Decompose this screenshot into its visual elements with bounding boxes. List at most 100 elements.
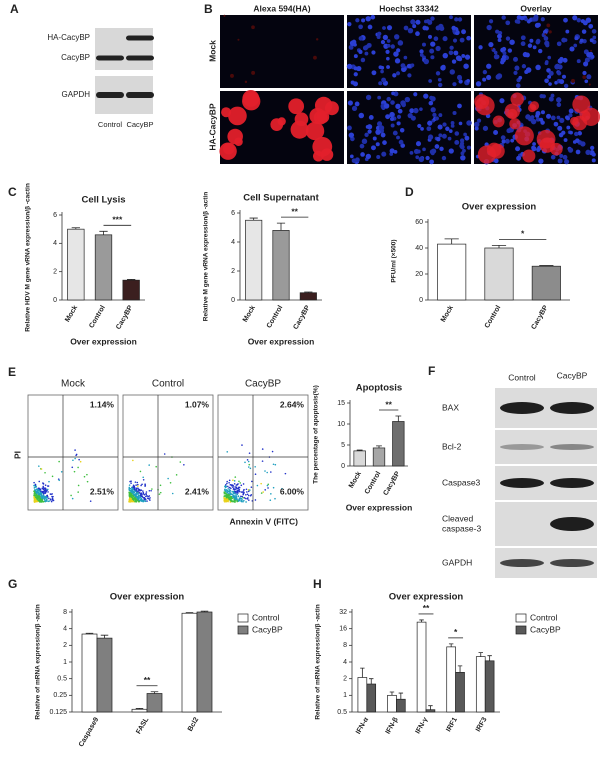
flow-event <box>142 490 144 492</box>
flow-event <box>39 498 42 501</box>
flow-event <box>247 494 250 497</box>
panel-label: G <box>8 577 17 591</box>
error-bar <box>389 691 395 696</box>
flow-event <box>78 458 80 461</box>
nucleus <box>575 138 580 143</box>
flow-event <box>271 450 274 453</box>
nucleus <box>561 130 566 135</box>
flow-event <box>71 497 74 500</box>
blot-lane-label: CacyBP <box>126 120 153 129</box>
flow-event <box>38 494 40 497</box>
flow-event <box>223 498 226 500</box>
bar <box>396 698 406 713</box>
stained-cell <box>510 92 524 106</box>
nucleus <box>509 39 515 45</box>
flow-event <box>142 479 145 481</box>
flow-event <box>128 498 131 501</box>
nucleus <box>437 124 443 130</box>
stained-cell <box>539 137 555 153</box>
flow-event <box>33 496 36 498</box>
flow-event <box>40 497 43 500</box>
bar <box>245 219 263 301</box>
flow-event <box>230 484 233 487</box>
flow-event <box>243 499 245 502</box>
nucleus <box>442 122 447 127</box>
flow-event <box>44 484 47 487</box>
nucleus <box>407 73 412 78</box>
nucleus <box>500 135 506 141</box>
bar <box>392 421 405 467</box>
nucleus <box>381 151 387 157</box>
flow-event <box>245 501 247 503</box>
nucleus <box>396 114 402 119</box>
nucleus <box>441 64 446 70</box>
nucleus <box>554 64 560 70</box>
stained-cell <box>277 117 286 126</box>
flow-event <box>34 498 37 500</box>
error-bar <box>85 632 94 635</box>
nucleus <box>434 144 440 149</box>
nucleus <box>488 19 494 24</box>
y-tick-label: 4 <box>63 626 67 633</box>
flow-event <box>44 490 47 493</box>
nucleus <box>396 121 401 126</box>
flow-event <box>51 475 54 478</box>
flow-event <box>33 491 36 493</box>
x-tick-label: Control <box>266 304 285 329</box>
nucleus <box>449 45 454 50</box>
flow-event <box>130 491 133 494</box>
legend-label: CacyBP <box>252 624 283 634</box>
flow-event <box>42 485 45 488</box>
flow-event <box>130 489 132 492</box>
flow-event <box>183 463 185 466</box>
nucleus <box>390 116 395 122</box>
bar <box>366 683 377 713</box>
flow-event <box>232 479 234 482</box>
blot-band <box>550 444 594 450</box>
nucleus <box>399 128 405 133</box>
flow-event <box>171 492 174 495</box>
flow-event <box>44 500 47 503</box>
flow-event <box>33 501 36 503</box>
column-header: Alexa 594(HA) <box>253 3 310 13</box>
flow-event <box>128 494 131 496</box>
background-signal <box>590 49 593 52</box>
flow-event <box>284 472 287 475</box>
flow-event <box>40 493 42 496</box>
flow-event <box>33 484 36 487</box>
nucleus <box>394 58 401 64</box>
flow-event <box>48 480 50 483</box>
nucleus <box>434 116 440 121</box>
flow-event <box>226 482 228 485</box>
flow-event <box>37 496 39 499</box>
nucleus <box>550 115 556 121</box>
stained-cell <box>242 89 260 107</box>
nucleus <box>359 143 365 149</box>
flow-event <box>60 470 63 473</box>
flow-event <box>267 487 269 489</box>
flow-event <box>227 485 229 488</box>
bar <box>531 265 561 301</box>
flow-event <box>246 491 248 493</box>
x-tick-label: IFN-γ <box>415 716 430 735</box>
flow-event <box>230 499 233 501</box>
background-signal <box>588 83 591 86</box>
nucleus <box>377 31 382 36</box>
y-tick-label: 2 <box>231 268 235 275</box>
flow-event <box>159 491 162 494</box>
nucleus <box>398 139 404 145</box>
nucleus <box>441 155 447 161</box>
flow-event <box>42 488 45 491</box>
nucleus <box>365 16 371 22</box>
nucleus <box>372 136 377 141</box>
flow-event <box>77 484 80 487</box>
background-signal <box>237 38 240 41</box>
flow-event <box>37 487 40 490</box>
flow-event <box>38 499 40 502</box>
blot-row-label: Caspase3 <box>442 477 481 487</box>
nucleus <box>539 117 544 122</box>
flow-event <box>140 484 142 487</box>
y-tick-label: 4 <box>343 659 347 666</box>
nucleus <box>365 94 372 101</box>
flow-event <box>130 486 133 489</box>
